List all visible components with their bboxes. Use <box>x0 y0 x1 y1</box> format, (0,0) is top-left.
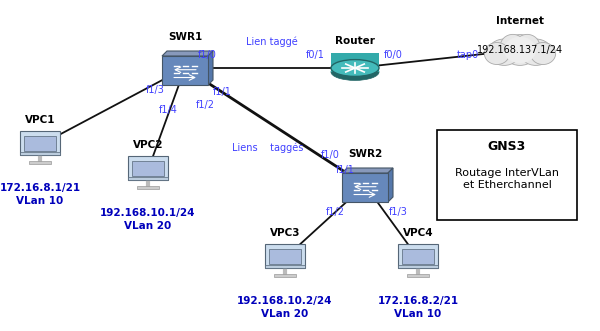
Bar <box>331 53 379 72</box>
Ellipse shape <box>520 39 552 66</box>
Ellipse shape <box>500 34 526 59</box>
Bar <box>269 249 301 264</box>
Text: f0/1: f0/1 <box>305 50 325 60</box>
Bar <box>29 161 51 164</box>
Ellipse shape <box>502 35 538 66</box>
Ellipse shape <box>515 34 540 59</box>
Bar <box>128 157 168 180</box>
Ellipse shape <box>530 42 556 65</box>
Text: f1/2: f1/2 <box>325 207 344 217</box>
Text: SWR2: SWR2 <box>348 149 382 159</box>
Text: f1/4: f1/4 <box>158 105 178 115</box>
Bar <box>128 177 168 180</box>
Text: f1/3: f1/3 <box>146 85 164 95</box>
Text: et Etherchannel: et Etherchannel <box>463 180 551 190</box>
Text: Routage InterVLan: Routage InterVLan <box>455 168 559 178</box>
Text: 192.168.10.1/24: 192.168.10.1/24 <box>100 208 196 218</box>
Bar <box>265 265 305 268</box>
Polygon shape <box>162 51 213 56</box>
Bar <box>342 173 388 202</box>
Text: Internet: Internet <box>496 16 544 26</box>
Bar <box>398 265 438 268</box>
Polygon shape <box>208 51 213 85</box>
Text: f1/1: f1/1 <box>212 87 232 97</box>
Bar <box>403 249 434 264</box>
Text: f1/3: f1/3 <box>389 207 407 217</box>
Bar <box>407 274 429 277</box>
Text: tap0: tap0 <box>457 50 479 60</box>
Bar <box>437 130 577 220</box>
Text: 172.16.8.1/21: 172.16.8.1/21 <box>0 183 80 193</box>
Text: VPC4: VPC4 <box>403 228 433 238</box>
Text: VPC1: VPC1 <box>25 115 55 125</box>
Text: SWR1: SWR1 <box>168 32 202 42</box>
Polygon shape <box>388 168 393 202</box>
Bar <box>133 161 164 176</box>
Bar <box>398 244 438 268</box>
Text: Router: Router <box>335 36 375 46</box>
Text: Lien taggé: Lien taggé <box>246 37 298 47</box>
Text: VPC2: VPC2 <box>133 140 163 150</box>
Text: VLan 10: VLan 10 <box>16 196 64 206</box>
Text: 172.16.8.2/21: 172.16.8.2/21 <box>377 296 458 306</box>
Text: 192.168.10.2/24: 192.168.10.2/24 <box>237 296 333 306</box>
Text: f1/0: f1/0 <box>320 150 340 160</box>
Text: VLan 10: VLan 10 <box>394 309 442 319</box>
Polygon shape <box>342 168 393 173</box>
Text: f1/2: f1/2 <box>196 100 215 110</box>
Text: 192.168.137.1/24: 192.168.137.1/24 <box>477 45 563 55</box>
Bar <box>265 244 305 268</box>
Bar <box>20 131 60 155</box>
Ellipse shape <box>488 39 520 66</box>
Text: f1/1: f1/1 <box>335 165 355 175</box>
Bar <box>137 186 159 189</box>
Ellipse shape <box>484 42 509 65</box>
Ellipse shape <box>504 37 536 63</box>
Ellipse shape <box>331 64 379 80</box>
Text: VLan 20: VLan 20 <box>262 309 308 319</box>
Bar <box>274 274 296 277</box>
Bar <box>25 136 56 151</box>
Text: f0/0: f0/0 <box>383 50 403 60</box>
Text: VLan 20: VLan 20 <box>124 221 172 231</box>
Text: Liens    taggés: Liens taggés <box>232 143 304 153</box>
Ellipse shape <box>331 60 379 76</box>
Text: VPC3: VPC3 <box>270 228 300 238</box>
Bar <box>162 56 208 85</box>
Text: GNS3: GNS3 <box>488 140 526 153</box>
Bar <box>20 153 60 155</box>
Text: f1/0: f1/0 <box>197 50 217 60</box>
